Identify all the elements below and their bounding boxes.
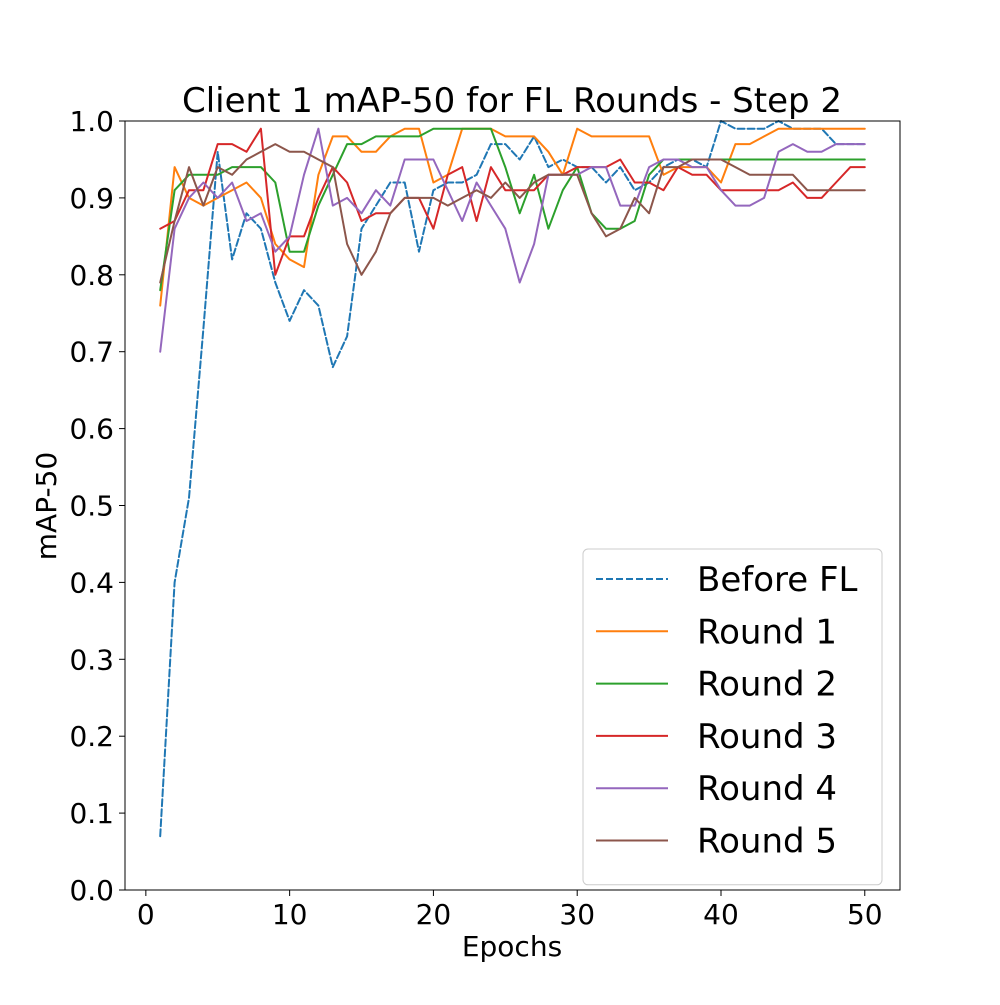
y-tick-label: 0.4 — [69, 566, 114, 599]
y-tick-label: 0.3 — [69, 643, 114, 676]
x-tick-label: 0 — [137, 898, 155, 931]
y-tick-label: 0.6 — [69, 413, 114, 446]
legend-label-round-5: Round 5 — [697, 822, 837, 862]
legend-label-round-2: Round 2 — [697, 665, 837, 705]
y-tick-label: 0.8 — [69, 259, 114, 292]
legend: Before FL Round 1 Round 2 Round 3 Round 4 Rou… — [582, 548, 883, 886]
y-tick-label: 1.0 — [69, 105, 114, 138]
x-axis-title: Epochs — [462, 930, 562, 963]
x-tick-label: 30 — [559, 898, 595, 931]
y-tick-label: 0.9 — [69, 182, 114, 215]
y-axis-ticks: 0.0 0.1 0.2 0.3 0.4 0.5 0.6 0.7 0.8 0.9 1.0 — [69, 105, 125, 907]
x-tick-label: 40 — [703, 898, 739, 931]
series-line-round-4 — [159, 127, 866, 353]
y-tick-label: 0.5 — [69, 490, 114, 523]
series-line-round-5 — [159, 143, 866, 284]
legend-label-round-3: Round 3 — [697, 717, 837, 757]
series-line-before-fl — [159, 120, 866, 838]
x-axis-ticks: 0 10 20 30 40 50 — [137, 890, 883, 931]
y-tick-label: 0.7 — [69, 336, 114, 369]
legend-label-round-1: Round 1 — [697, 612, 837, 652]
series-line-round-1 — [159, 127, 866, 307]
y-tick-label: 0.2 — [69, 720, 114, 753]
y-tick-label: 0.0 — [69, 874, 114, 907]
y-axis-title: mAP-50 — [30, 452, 63, 560]
plot-series-group — [159, 120, 866, 838]
chart-title: Client 1 mAP-50 for FL Rounds - Step 2 — [182, 81, 842, 121]
legend-label-round-4: Round 4 — [697, 769, 837, 809]
x-tick-label: 10 — [272, 898, 308, 931]
x-tick-label: 50 — [847, 898, 883, 931]
x-tick-label: 20 — [416, 898, 452, 931]
y-tick-label: 0.1 — [69, 797, 114, 830]
legend-label-before-fl: Before FL — [697, 560, 858, 600]
legend-box — [582, 548, 883, 886]
